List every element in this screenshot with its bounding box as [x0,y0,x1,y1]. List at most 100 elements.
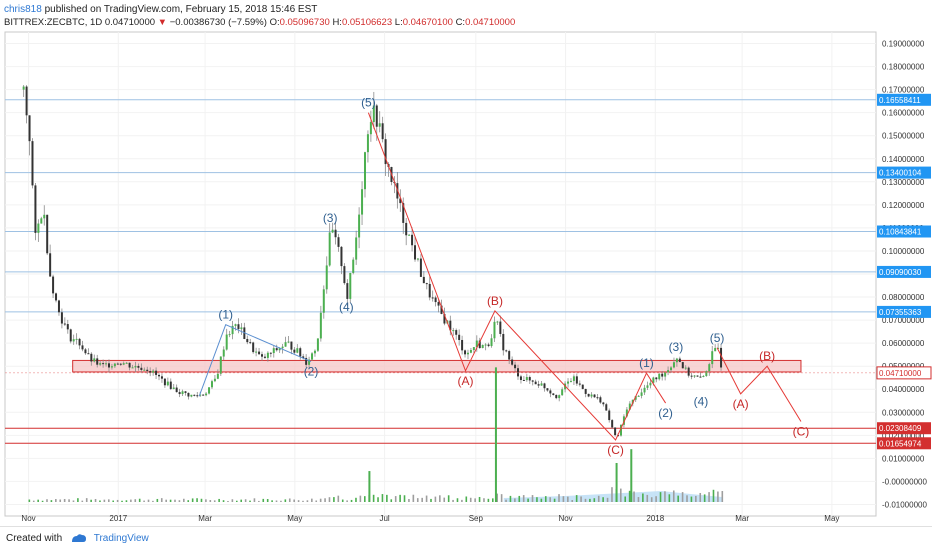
volume-bar [465,496,468,502]
volume-bar [152,500,154,502]
candle-body [252,342,255,353]
volume-bar [121,500,123,502]
candle-body [90,353,93,362]
candle-body [175,387,178,393]
volume-bar [50,500,53,502]
candle-body [128,362,131,368]
candle-body [611,420,614,428]
tradingview-logo-icon [71,534,86,543]
low-value: 0.04670100 [402,17,453,28]
candle-body [455,330,458,335]
candle-body [281,346,284,349]
candle-body [587,393,590,397]
volume-bar [165,499,167,502]
candle-body [208,387,211,394]
candle-body [437,302,440,306]
candle-body [375,105,378,127]
candle-body [237,324,240,330]
candle-body [619,424,622,436]
volume-bar [597,495,600,502]
volume-bar [593,498,596,502]
volume-bar [258,500,260,502]
candle-body [490,338,493,347]
y-tick-label: 0.10000000 [882,247,925,256]
high-value: 0.05106623 [341,17,393,28]
volume-bar [37,499,39,502]
wave-label: (4) [339,300,354,314]
volume-bar [200,498,203,502]
volume-bar [85,498,88,502]
volume-bar [359,495,362,502]
volume-bar [90,499,92,502]
y-tick-label: 0.04000000 [882,385,925,394]
volume-bar [571,500,574,502]
candle-body [466,352,469,355]
volume-bar [240,499,243,502]
volume-bar [116,499,119,502]
candle-body [43,214,46,219]
y-tick-label: 0.01000000 [882,454,925,463]
volume-bar [443,497,446,502]
volume-bar [319,498,322,502]
volume-bar [262,498,265,502]
wave-line-red[interactable] [367,112,667,441]
candle-body [222,349,225,357]
y-tick-label: 0.19000000 [882,40,925,49]
candle-body [266,352,269,358]
volume-bar [107,499,110,502]
candle-body [528,377,531,381]
chart-header: chris818 published on TradingView.com, F… [0,0,932,30]
candle-body [334,229,337,238]
volume-bar [637,497,640,502]
y-tick-label: 0.02000000 [882,431,925,440]
level-price-badge [877,93,931,106]
username-link[interactable]: chris818 [4,4,42,15]
price-chart[interactable]: 0.19000000 0.18000000 0.17000000 0.16000000… [0,0,932,526]
candle-body [678,358,681,363]
wave-label: (A) [733,397,749,411]
candle-body [702,375,705,378]
volume-bar [355,497,357,502]
volume-bar [522,495,525,502]
candle-body [275,348,278,351]
candle-body [66,324,69,330]
candle-body [552,393,555,395]
candle-body [578,383,581,385]
candle-body [428,283,431,298]
volume-bar [699,492,702,502]
volume-bar [403,495,406,502]
level-price-label: 0.09090030 [879,268,922,277]
wave-projection-line-red[interactable] [716,347,802,422]
volume-bar [174,499,176,502]
wave-label: (C) [793,425,810,439]
wave-label: (1) [639,356,654,370]
candle-body [169,381,172,389]
volume-bar [390,499,393,502]
volume-bar [333,497,335,502]
candle-body [705,371,708,376]
tradingview-brand[interactable]: TradingView [93,533,149,544]
y-tick-label: 0.15000000 [882,132,925,141]
volume-bar [602,497,604,502]
x-tick-label: 2018 [646,514,664,523]
candle-body [196,395,199,397]
candle-body [693,375,696,377]
candle-body [331,229,334,233]
candle-body [105,363,108,365]
wave-line-blue[interactable] [198,324,312,397]
volume-bar [213,500,216,502]
low-label: L: [394,17,403,28]
candle-body [372,105,375,123]
candle-body [708,364,711,372]
candle-body [717,347,720,349]
candle-body [493,321,496,339]
support-zone[interactable] [72,359,802,373]
volume-bar [509,495,512,502]
down-arrow-icon: ▼ [157,17,168,28]
candle-body [116,363,119,365]
candle-body [213,378,216,382]
volume-bar [399,494,401,502]
wave-label: (1) [218,308,233,322]
candle-body [261,354,264,357]
wave-label: (4) [694,395,709,409]
